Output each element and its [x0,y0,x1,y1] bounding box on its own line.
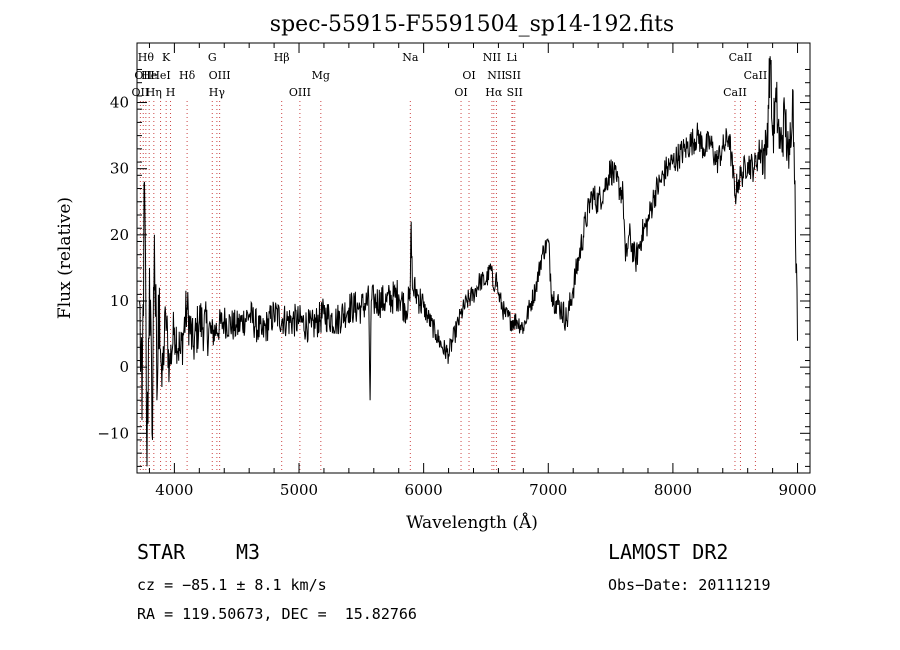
ra-dec: RA = 119.50673, DEC = 15.82766 [137,605,417,623]
axis-ticks: 4000 5000 6000 7000 8000 9000 −10 0 10 20 30 40 [97,43,817,499]
chart-title: spec-55915-F5591504_sp14-192.fits [270,12,674,37]
x-tick-label: 8000 [654,481,692,499]
x-tick-label: 4000 [155,481,193,499]
line-label: Mg [312,69,330,82]
line-label: OII [132,86,150,99]
line-label: CaII [744,69,768,82]
line-label: OIII [209,69,231,82]
line-label: HeI [150,69,170,82]
line-label: Hη [146,86,162,99]
obs-date: Obs−Date: 20111219 [608,576,771,594]
line-label: CaII [729,51,753,64]
plot-frame [136,42,811,474]
survey-name: LAMOST DR2 [608,540,729,564]
y-axis-label: Flux (relative) [55,197,75,319]
line-labels: OIIOIIHθHeHηHeIKHHδGHγOIIIHβOIIIMgNaOIOI… [132,51,768,99]
y-tick-label: 20 [110,226,129,244]
y-tick-label: 10 [110,292,129,310]
line-label: Hθ [138,51,155,64]
emission-lines [139,101,756,473]
x-tick-label: 5000 [280,481,318,499]
line-label: OI [454,86,467,99]
x-tick-label: 7000 [529,481,567,499]
line-label: H [166,86,176,99]
y-tick-label: 30 [110,160,129,178]
object-class: STAR [137,540,186,564]
redshift-cz: cz = −85.1 ± 8.1 km/s [137,576,327,594]
line-label: SII [505,69,521,82]
line-label: Hγ [209,86,226,99]
y-tick-label: 0 [119,358,129,376]
line-label: NII [483,51,501,64]
line-label: OII [134,69,152,82]
line-label: Hβ [274,51,290,64]
line-label: Hα [485,86,503,99]
line-label: Li [506,51,517,64]
line-label: NII [487,69,505,82]
line-label: OI [462,69,475,82]
line-label: Na [402,51,419,64]
line-label: K [162,51,171,64]
y-tick-label: −10 [97,424,129,442]
line-label: CaII [723,86,747,99]
line-label: SII [507,86,523,99]
flux-series-line [139,56,798,467]
x-axis-label: Wavelength (Å) [406,512,538,533]
x-tick-label: 9000 [778,481,816,499]
line-label: G [208,51,217,64]
line-label: He [141,69,157,82]
y-tick-label: 40 [110,94,129,112]
line-label: Hδ [179,69,196,82]
x-tick-label: 6000 [405,481,443,499]
object-subclass: M3 [236,540,261,564]
line-label: OIII [289,86,311,99]
